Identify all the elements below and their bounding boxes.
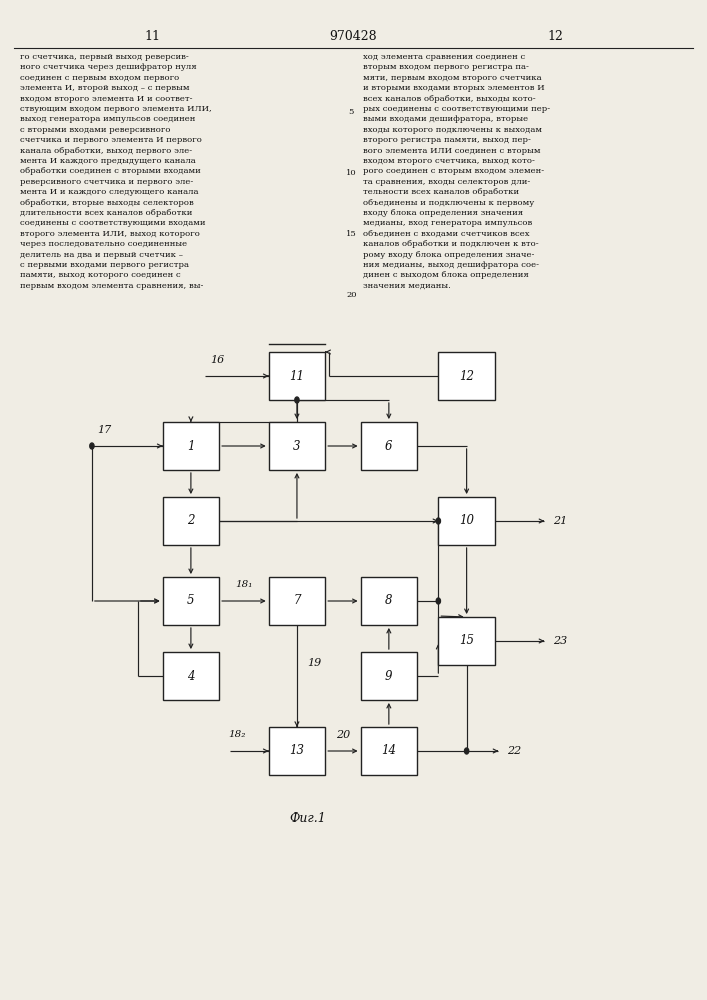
Text: 16: 16: [210, 355, 224, 365]
Text: 11: 11: [289, 369, 305, 382]
Text: 22: 22: [507, 746, 521, 756]
Bar: [438, 497, 495, 545]
Bar: [163, 497, 219, 545]
Text: 1: 1: [187, 440, 194, 452]
Text: 2: 2: [187, 514, 194, 527]
Text: 970428: 970428: [329, 30, 378, 43]
Text: 14: 14: [381, 744, 397, 758]
Text: 8: 8: [385, 594, 392, 607]
Bar: [438, 352, 495, 400]
Text: 21: 21: [553, 516, 567, 526]
Bar: [361, 652, 417, 700]
Text: 18₂: 18₂: [228, 730, 245, 739]
Bar: [163, 577, 219, 625]
Text: 18₁: 18₁: [235, 580, 252, 589]
Text: 6: 6: [385, 440, 392, 452]
Text: 17: 17: [97, 425, 111, 435]
Text: го счетчика, первый выход реверсив-
ного счетчика через дешифратор нуля
соединен: го счетчика, первый выход реверсив- ного…: [20, 53, 211, 290]
Bar: [361, 727, 417, 775]
Circle shape: [464, 748, 469, 754]
Text: 9: 9: [385, 670, 392, 682]
Text: ход элемента сравнения соединен с
вторым входом первого регистра па-
мяти, первы: ход элемента сравнения соединен с вторым…: [363, 53, 550, 290]
Bar: [269, 577, 325, 625]
Text: 4: 4: [187, 670, 194, 682]
Text: 20: 20: [336, 730, 350, 740]
Text: 12: 12: [547, 30, 563, 43]
Text: 12: 12: [459, 369, 474, 382]
Text: 5: 5: [349, 108, 354, 116]
Text: 10: 10: [346, 169, 357, 177]
Text: 3: 3: [293, 440, 300, 452]
Bar: [361, 577, 417, 625]
Text: 23: 23: [553, 636, 567, 646]
Bar: [163, 652, 219, 700]
Circle shape: [436, 598, 440, 604]
Text: 5: 5: [187, 594, 194, 607]
Circle shape: [436, 518, 440, 524]
Bar: [361, 422, 417, 470]
Bar: [438, 617, 495, 665]
Circle shape: [90, 443, 94, 449]
Text: 10: 10: [459, 514, 474, 527]
Text: 15: 15: [459, 634, 474, 648]
Bar: [163, 422, 219, 470]
Circle shape: [295, 397, 299, 403]
Text: 13: 13: [289, 744, 305, 758]
Text: 19: 19: [308, 658, 322, 668]
Bar: [269, 422, 325, 470]
Text: 15: 15: [346, 230, 357, 238]
Text: Фиг.1: Фиг.1: [289, 812, 326, 825]
Text: 11: 11: [144, 30, 160, 43]
Text: 20: 20: [346, 291, 356, 299]
Bar: [269, 727, 325, 775]
Text: 7: 7: [293, 594, 300, 607]
Bar: [269, 352, 325, 400]
